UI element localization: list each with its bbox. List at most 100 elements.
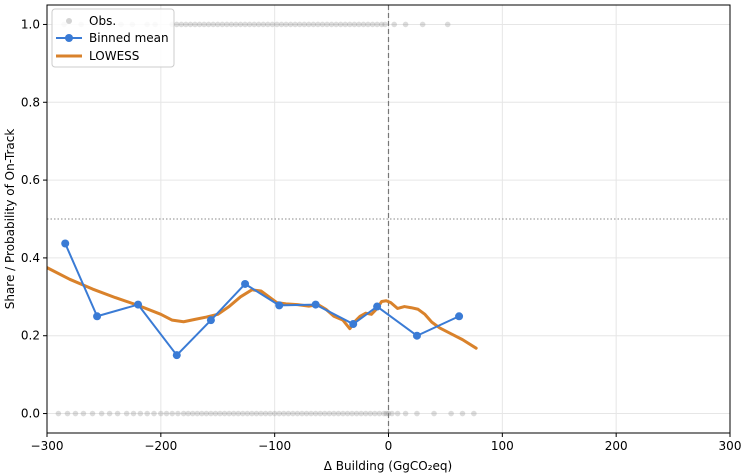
obs-point [394,410,401,417]
obs-point [299,410,305,417]
obs-point [369,21,376,28]
obs-point [383,410,390,417]
obs-point [444,21,451,28]
legend: Obs. Binned mean LOWESS [51,8,175,68]
obs-point [210,21,216,28]
obs-point [294,410,301,417]
obs-point [137,410,144,417]
obs-point [217,410,223,417]
obs-point [235,410,242,417]
obs-point [319,21,326,28]
obs-point [221,410,228,417]
binned-mean-point [373,302,382,311]
binned-mean-point [412,331,421,340]
legend-box [51,8,175,68]
obs-point [228,21,235,28]
obs-point [360,21,367,28]
obs-point [271,410,278,417]
obs-point [244,410,251,417]
obs-point [374,21,380,28]
reference-lines [47,5,730,433]
obs-point [280,410,287,417]
obs-point [312,410,319,417]
obs-point [98,410,105,417]
obs-point [72,410,79,417]
y-tick-label: 0.8 [21,95,40,109]
x-axis-label: Δ Building (GgCO₂eq) [324,459,452,473]
legend-marker-obs [66,18,72,24]
y-tick-label: 0.2 [21,329,40,343]
binned-mean-series [61,239,464,360]
obs-point [353,410,360,417]
obs-point [163,410,170,417]
legend-marker-binned [65,34,73,42]
obs-point [205,21,212,28]
y-tick-label: 1.0 [21,17,40,31]
obs-point [471,410,477,417]
obs-point [340,410,346,417]
obs-point [214,21,221,28]
x-tick-label: 200 [605,439,628,453]
obs-point [391,21,397,28]
obs-point [292,21,298,28]
obs-point [376,410,383,417]
obs-point [158,410,164,417]
obs-point [251,21,257,28]
obs-point [253,410,260,417]
obs-point [178,21,185,28]
obs-point [212,410,219,417]
x-tick-label: 300 [719,439,742,453]
x-tick-label: 100 [491,439,514,453]
obs-point [402,410,409,417]
obs-point [303,410,310,417]
x-tick-label: −100 [258,439,291,453]
binned-mean-point [93,312,102,321]
y-axis-label: Share / Probability of On-Track [3,129,17,310]
obs-point [431,410,437,417]
obs-point [459,410,466,417]
obs-point [321,410,328,417]
obs-point [356,21,362,28]
obs-point [226,410,232,417]
obs-point [337,21,344,28]
obs-point [344,410,351,417]
obs-point [173,21,180,28]
legend-label-obs: Obs. [89,14,116,28]
obs-point [306,21,312,28]
obs-point [296,21,303,28]
obs-point [106,410,113,417]
obs-point [346,21,353,28]
obs-point [448,410,454,417]
obs-point [246,21,253,28]
obs-point [89,410,96,417]
obs-point [175,410,181,417]
y-tick-label: 0.0 [21,407,40,421]
obs-point [199,410,205,417]
obs-point [196,21,203,28]
obs-point [255,21,262,28]
obs-point [219,21,226,28]
obs-point [189,410,196,417]
obs-point [381,410,387,417]
obs-point [237,21,244,28]
obs-point [310,21,317,28]
obs-point [389,410,395,417]
obs-point [333,21,339,28]
y-axis: 0.0 0.2 0.4 0.6 0.8 1.0 [21,17,47,421]
binned-mean-point [134,300,143,309]
obs-point [224,21,230,28]
binned-mean-point [241,279,250,288]
obs-point [382,21,388,28]
binned-mean-point [349,320,358,329]
obs-point [123,410,130,417]
x-axis: −300 −200 −100 0 100 200 300 [31,433,742,453]
obs-point [242,21,248,28]
obs-point [326,410,333,417]
x-tick-label: −200 [144,439,177,453]
obs-point [367,410,374,417]
obs-point [208,410,214,417]
obs-point [185,410,191,417]
obs-point [192,21,198,28]
obs-point [194,410,201,417]
obs-point [130,410,137,417]
